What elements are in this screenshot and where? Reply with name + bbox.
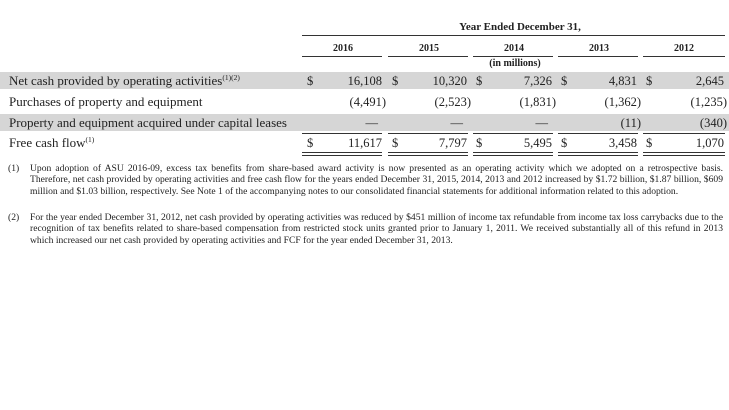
currency-symbol: $ bbox=[392, 136, 399, 150]
currency-symbol: $ bbox=[561, 136, 568, 150]
value-2016: — bbox=[365, 116, 379, 130]
header-rule bbox=[302, 35, 725, 36]
value-2013: 3,458 bbox=[608, 136, 637, 150]
value-2014: — bbox=[535, 116, 549, 130]
header-title: Year Ended December 31, bbox=[459, 21, 581, 33]
year-rule bbox=[643, 56, 725, 57]
row-label: Property and equipment acquired under ca… bbox=[9, 115, 287, 130]
value-2016: (4,491) bbox=[349, 95, 386, 109]
year-header-2015: 2015 bbox=[419, 43, 439, 54]
value-2014: 7,326 bbox=[523, 74, 552, 88]
value-2012: 2,645 bbox=[695, 74, 724, 88]
value-2012: (340) bbox=[699, 116, 727, 130]
year-header-2013: 2013 bbox=[589, 43, 609, 54]
total-double-rule bbox=[388, 152, 468, 153]
total-double-rule bbox=[302, 152, 382, 153]
value-2016: 16,108 bbox=[347, 74, 382, 88]
total-double-rule bbox=[643, 155, 725, 156]
value-2013: (1,362) bbox=[604, 95, 641, 109]
value-2014: 5,495 bbox=[523, 136, 552, 150]
year-rule bbox=[473, 56, 553, 57]
total-double-rule bbox=[558, 155, 638, 156]
row-band bbox=[0, 72, 729, 89]
units-label: (in millions) bbox=[489, 58, 541, 69]
total-double-rule bbox=[388, 155, 468, 156]
currency-symbol: $ bbox=[392, 74, 399, 88]
value-2016: 11,617 bbox=[348, 136, 382, 150]
total-double-rule bbox=[643, 152, 725, 153]
year-rule bbox=[302, 56, 382, 57]
subtotal-rule bbox=[558, 133, 638, 134]
value-2013: (11) bbox=[620, 116, 641, 130]
year-header-2016: 2016 bbox=[333, 43, 353, 54]
footnote-text: For the year ended December 31, 2012, ne… bbox=[30, 212, 723, 246]
total-double-rule bbox=[302, 155, 382, 156]
total-double-rule bbox=[473, 152, 553, 153]
total-double-rule bbox=[558, 152, 638, 153]
value-2012: 1,070 bbox=[695, 136, 724, 150]
currency-symbol: $ bbox=[307, 136, 314, 150]
value-2015: — bbox=[450, 116, 464, 130]
year-header-2014: 2014 bbox=[504, 43, 524, 54]
currency-symbol: $ bbox=[307, 74, 314, 88]
value-2015: (2,523) bbox=[434, 95, 471, 109]
currency-symbol: $ bbox=[476, 74, 483, 88]
currency-symbol: $ bbox=[646, 136, 653, 150]
row-label: Free cash flow(1) bbox=[9, 135, 95, 150]
currency-symbol: $ bbox=[646, 74, 653, 88]
currency-symbol: $ bbox=[476, 136, 483, 150]
row-label: Net cash provided by operating activitie… bbox=[9, 73, 240, 88]
row-label: Purchases of property and equipment bbox=[9, 94, 203, 109]
footnote-marker: (2) bbox=[8, 212, 20, 223]
year-rule bbox=[558, 56, 638, 57]
year-rule bbox=[388, 56, 468, 57]
value-2013: 4,831 bbox=[608, 74, 637, 88]
subtotal-rule bbox=[388, 133, 468, 134]
subtotal-rule bbox=[302, 133, 382, 134]
row-band bbox=[0, 114, 729, 131]
value-2015: 10,320 bbox=[432, 74, 467, 88]
value-2012: (1,235) bbox=[690, 95, 727, 109]
footnote-text: Upon adoption of ASU 2016-09, excess tax… bbox=[30, 163, 723, 197]
currency-symbol: $ bbox=[561, 74, 568, 88]
value-2015: 7,797 bbox=[438, 136, 467, 150]
total-double-rule bbox=[473, 155, 553, 156]
subtotal-rule bbox=[473, 133, 553, 134]
subtotal-rule bbox=[643, 133, 725, 134]
year-header-2012: 2012 bbox=[674, 43, 694, 54]
value-2014: (1,831) bbox=[519, 95, 556, 109]
footnote-marker: (1) bbox=[8, 163, 20, 174]
